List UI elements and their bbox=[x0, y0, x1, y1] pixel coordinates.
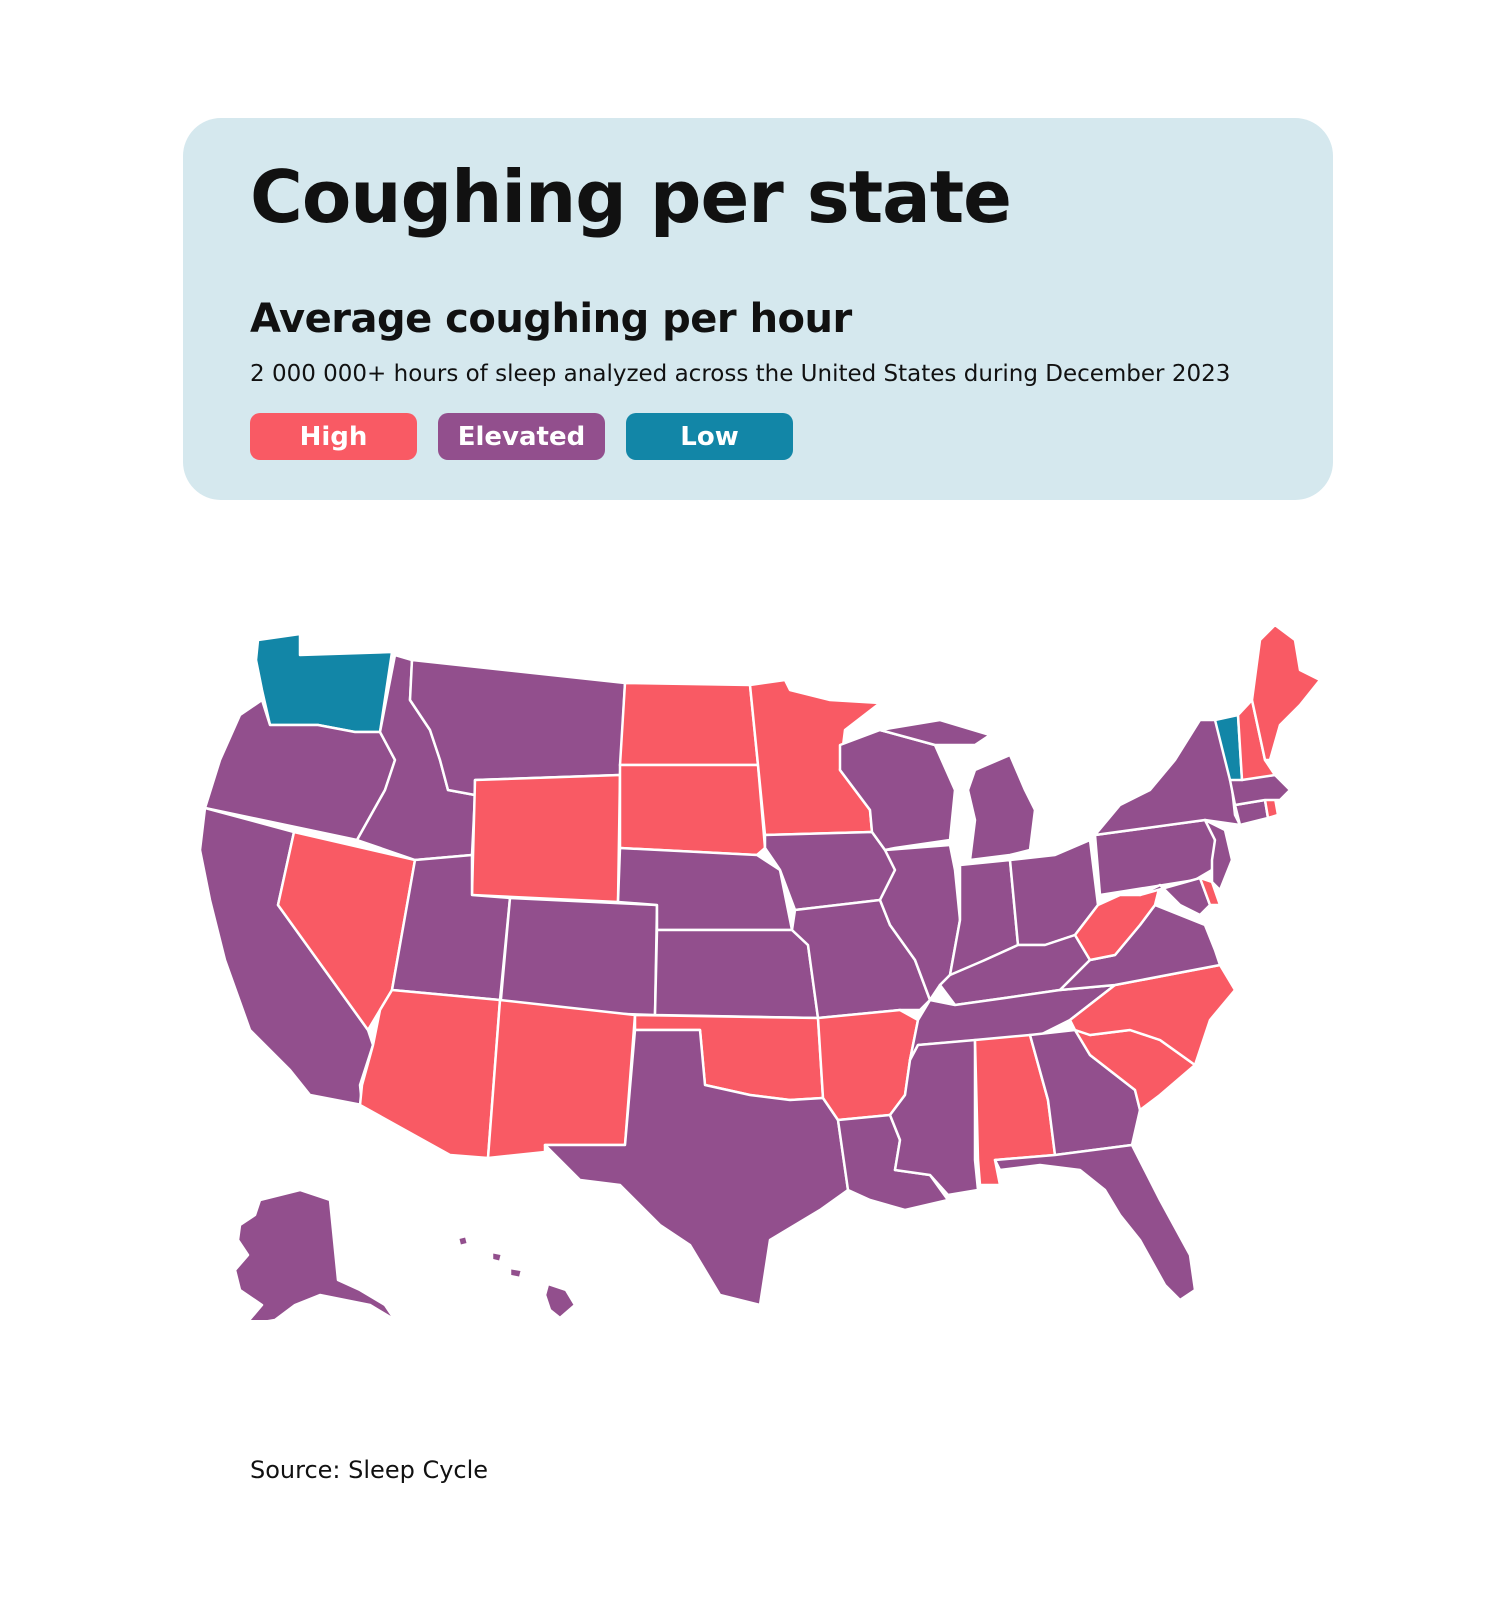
state-HI bbox=[456, 1234, 577, 1320]
legend-low: Low bbox=[626, 413, 793, 460]
page-title: Coughing per state bbox=[250, 155, 1012, 239]
state-NM bbox=[486, 998, 637, 1160]
header-card: Coughing per state Average coughing per … bbox=[183, 118, 1333, 500]
subtitle: Average coughing per hour bbox=[250, 296, 852, 342]
state-TX bbox=[543, 1028, 850, 1307]
legend: High Elevated Low bbox=[250, 413, 793, 460]
us-map bbox=[198, 623, 1322, 1320]
state-SD bbox=[618, 763, 767, 857]
description: 2 000 000+ hours of sleep analyzed acros… bbox=[250, 361, 1231, 387]
state-DE bbox=[1198, 876, 1222, 907]
state-WA bbox=[254, 632, 394, 734]
state-MI bbox=[878, 718, 1037, 862]
state-FL bbox=[993, 1143, 1197, 1302]
state-NJ bbox=[1203, 818, 1234, 892]
legend-high: High bbox=[250, 413, 417, 460]
state-MS bbox=[888, 1038, 980, 1197]
state-AZ bbox=[358, 988, 502, 1160]
source-note: Source: Sleep Cycle bbox=[250, 1456, 489, 1484]
legend-elevated: Elevated bbox=[438, 413, 605, 460]
state-ME bbox=[1250, 623, 1322, 762]
state-IL bbox=[878, 843, 962, 1002]
state-NH bbox=[1236, 698, 1277, 782]
state-KS bbox=[653, 928, 820, 1020]
state-ND bbox=[618, 681, 760, 767]
state-CO bbox=[498, 896, 659, 1017]
state-AK bbox=[233, 1188, 397, 1320]
state-WY bbox=[470, 773, 622, 904]
